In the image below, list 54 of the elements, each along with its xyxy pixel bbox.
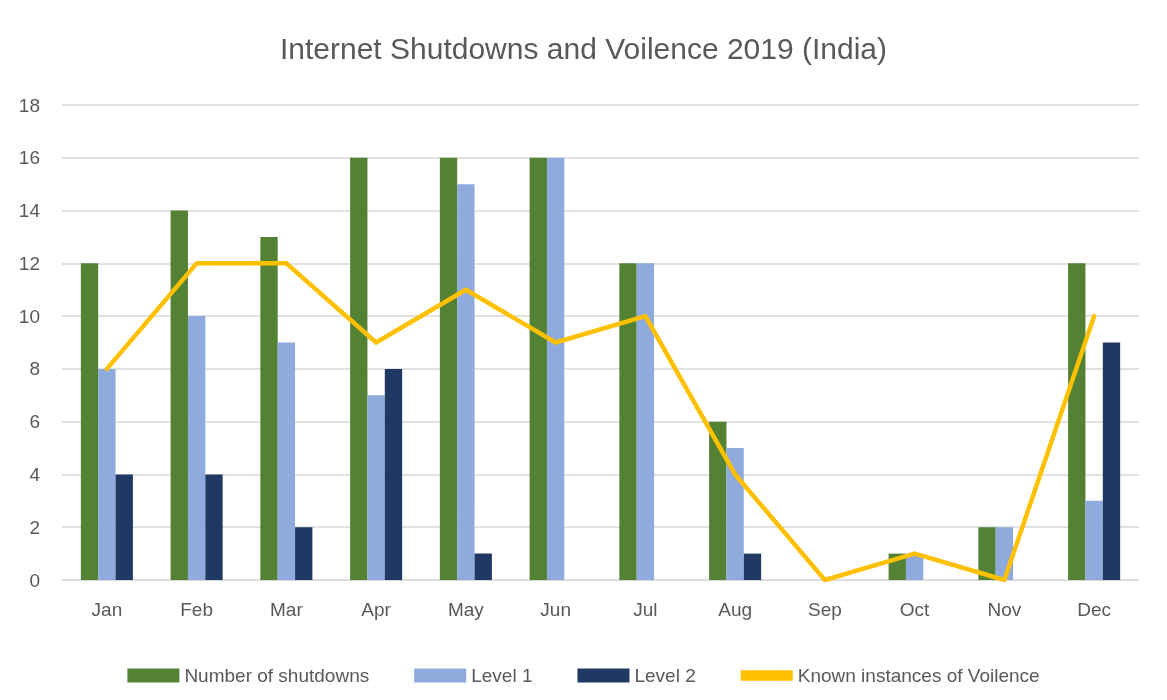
x-tick-label: Mar xyxy=(270,599,304,620)
y-tick-label: 4 xyxy=(29,463,41,485)
bar xyxy=(1085,500,1103,580)
y-tick-label: 16 xyxy=(18,147,40,169)
y-tick-label: 10 xyxy=(18,305,40,327)
bar xyxy=(1102,342,1121,580)
x-tick-label: Sep xyxy=(807,599,842,620)
bar xyxy=(98,368,116,580)
bar xyxy=(619,263,637,580)
legend-label: Number of shutdowns xyxy=(184,665,370,686)
y-tick-label: 12 xyxy=(18,252,40,274)
legend-label: Known instances of Voilence xyxy=(797,665,1040,686)
bar xyxy=(529,157,547,580)
bar xyxy=(295,527,313,580)
bar xyxy=(170,210,188,580)
x-tick-label: Feb xyxy=(180,599,213,620)
bar xyxy=(367,395,385,580)
bar xyxy=(80,263,99,580)
x-tick-label: Jun xyxy=(540,599,571,620)
bar xyxy=(1068,263,1086,580)
x-tick-label: Dec xyxy=(1077,599,1112,620)
x-tick-label: Apr xyxy=(361,599,392,620)
bar xyxy=(726,448,744,580)
bar xyxy=(457,184,475,580)
y-tick-label: 18 xyxy=(18,94,40,116)
x-tick-label: Jan xyxy=(91,599,123,620)
bar xyxy=(709,421,727,580)
bar xyxy=(187,316,206,580)
bar xyxy=(260,236,278,580)
bar xyxy=(636,263,655,580)
bar xyxy=(743,553,762,580)
bar xyxy=(546,157,565,580)
x-tick-label: Jul xyxy=(633,599,658,620)
y-tick-label: 6 xyxy=(29,411,40,433)
bar xyxy=(384,368,403,580)
bar xyxy=(978,527,996,580)
bar xyxy=(115,474,133,580)
y-tick-label: 2 xyxy=(29,516,40,538)
legend-label: Level 1 xyxy=(471,665,533,686)
x-tick-label: May xyxy=(447,599,485,620)
bar xyxy=(205,474,223,580)
x-tick-label: Aug xyxy=(718,599,753,620)
line-series xyxy=(104,261,1097,583)
y-tick-label: 8 xyxy=(29,358,40,380)
bar xyxy=(439,157,458,580)
bar xyxy=(350,157,368,580)
chart-title: Internet Shutdowns and Voilence 2019 (India) xyxy=(279,31,888,65)
bar xyxy=(474,553,492,580)
x-tick-label: Nov xyxy=(987,599,1022,620)
bar xyxy=(277,342,296,580)
x-tick-label: Oct xyxy=(899,599,931,620)
y-tick-label: 0 xyxy=(29,569,40,591)
y-tick-label: 14 xyxy=(18,200,41,222)
legend-label: Level 2 xyxy=(634,665,696,686)
